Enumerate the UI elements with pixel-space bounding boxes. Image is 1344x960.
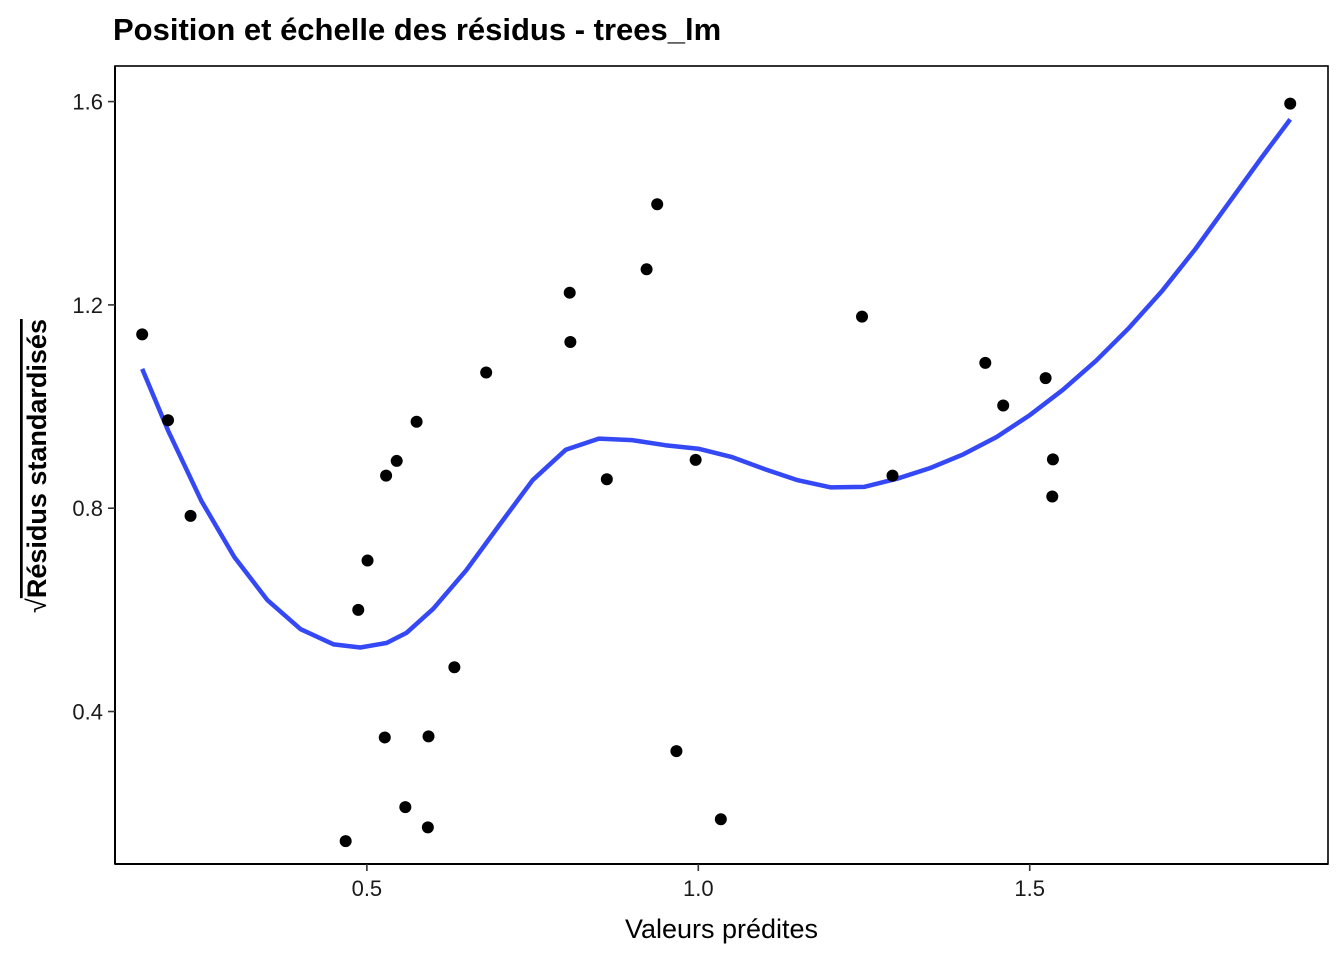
- chart-title: Position et échelle des résidus - trees_…: [113, 12, 722, 47]
- data-point: [856, 310, 869, 323]
- data-point: [339, 835, 352, 848]
- plot-border: [114, 65, 1329, 865]
- data-point: [421, 821, 434, 834]
- data-point: [480, 366, 493, 379]
- data-point: [979, 356, 992, 369]
- data-point: [410, 415, 423, 428]
- data-point: [670, 745, 683, 758]
- x-tick-label: 1.5: [1014, 876, 1045, 901]
- data-point: [361, 554, 374, 567]
- data-point: [1284, 97, 1297, 110]
- data-point: [714, 813, 727, 826]
- points-layer: [136, 97, 1297, 848]
- data-point: [563, 286, 576, 299]
- x-tick-label: 1.0: [683, 876, 714, 901]
- data-point: [886, 469, 899, 482]
- x-ticks: 0.5 1.0 1.5: [352, 864, 1045, 901]
- data-point: [448, 661, 461, 674]
- data-point: [651, 198, 664, 211]
- y-tick-label: 1.6: [72, 90, 103, 115]
- chart-marks: [114, 65, 1329, 865]
- data-point: [380, 469, 393, 482]
- y-tick-label: 0.4: [72, 700, 103, 725]
- y-axis-title: √Résidus standardisés: [22, 319, 52, 613]
- data-point: [184, 509, 197, 522]
- data-point: [1046, 490, 1059, 503]
- data-point: [422, 730, 435, 743]
- x-tick-label: 0.5: [352, 876, 383, 901]
- data-point: [1039, 372, 1052, 385]
- data-point: [399, 801, 412, 814]
- data-point: [689, 453, 702, 466]
- data-point: [136, 328, 149, 341]
- data-point: [600, 473, 613, 486]
- data-point: [378, 731, 391, 744]
- y-tick-label: 1.2: [72, 293, 103, 318]
- data-point: [352, 603, 365, 616]
- data-point: [997, 399, 1010, 412]
- y-axis-title-sqrt: √: [22, 598, 52, 613]
- x-axis-title: Valeurs prédites: [625, 914, 818, 944]
- y-ticks: 0.4 0.8 1.2 1.6: [72, 90, 115, 725]
- smooth-line: [140, 118, 1293, 650]
- data-point: [640, 263, 653, 276]
- y-axis-title-text: Résidus standardisés: [22, 319, 52, 598]
- smooth-layer: [140, 118, 1293, 650]
- data-point: [1046, 453, 1059, 466]
- y-tick-label: 0.8: [72, 496, 103, 521]
- data-point: [390, 454, 403, 467]
- data-point: [564, 335, 577, 348]
- data-point: [162, 414, 175, 427]
